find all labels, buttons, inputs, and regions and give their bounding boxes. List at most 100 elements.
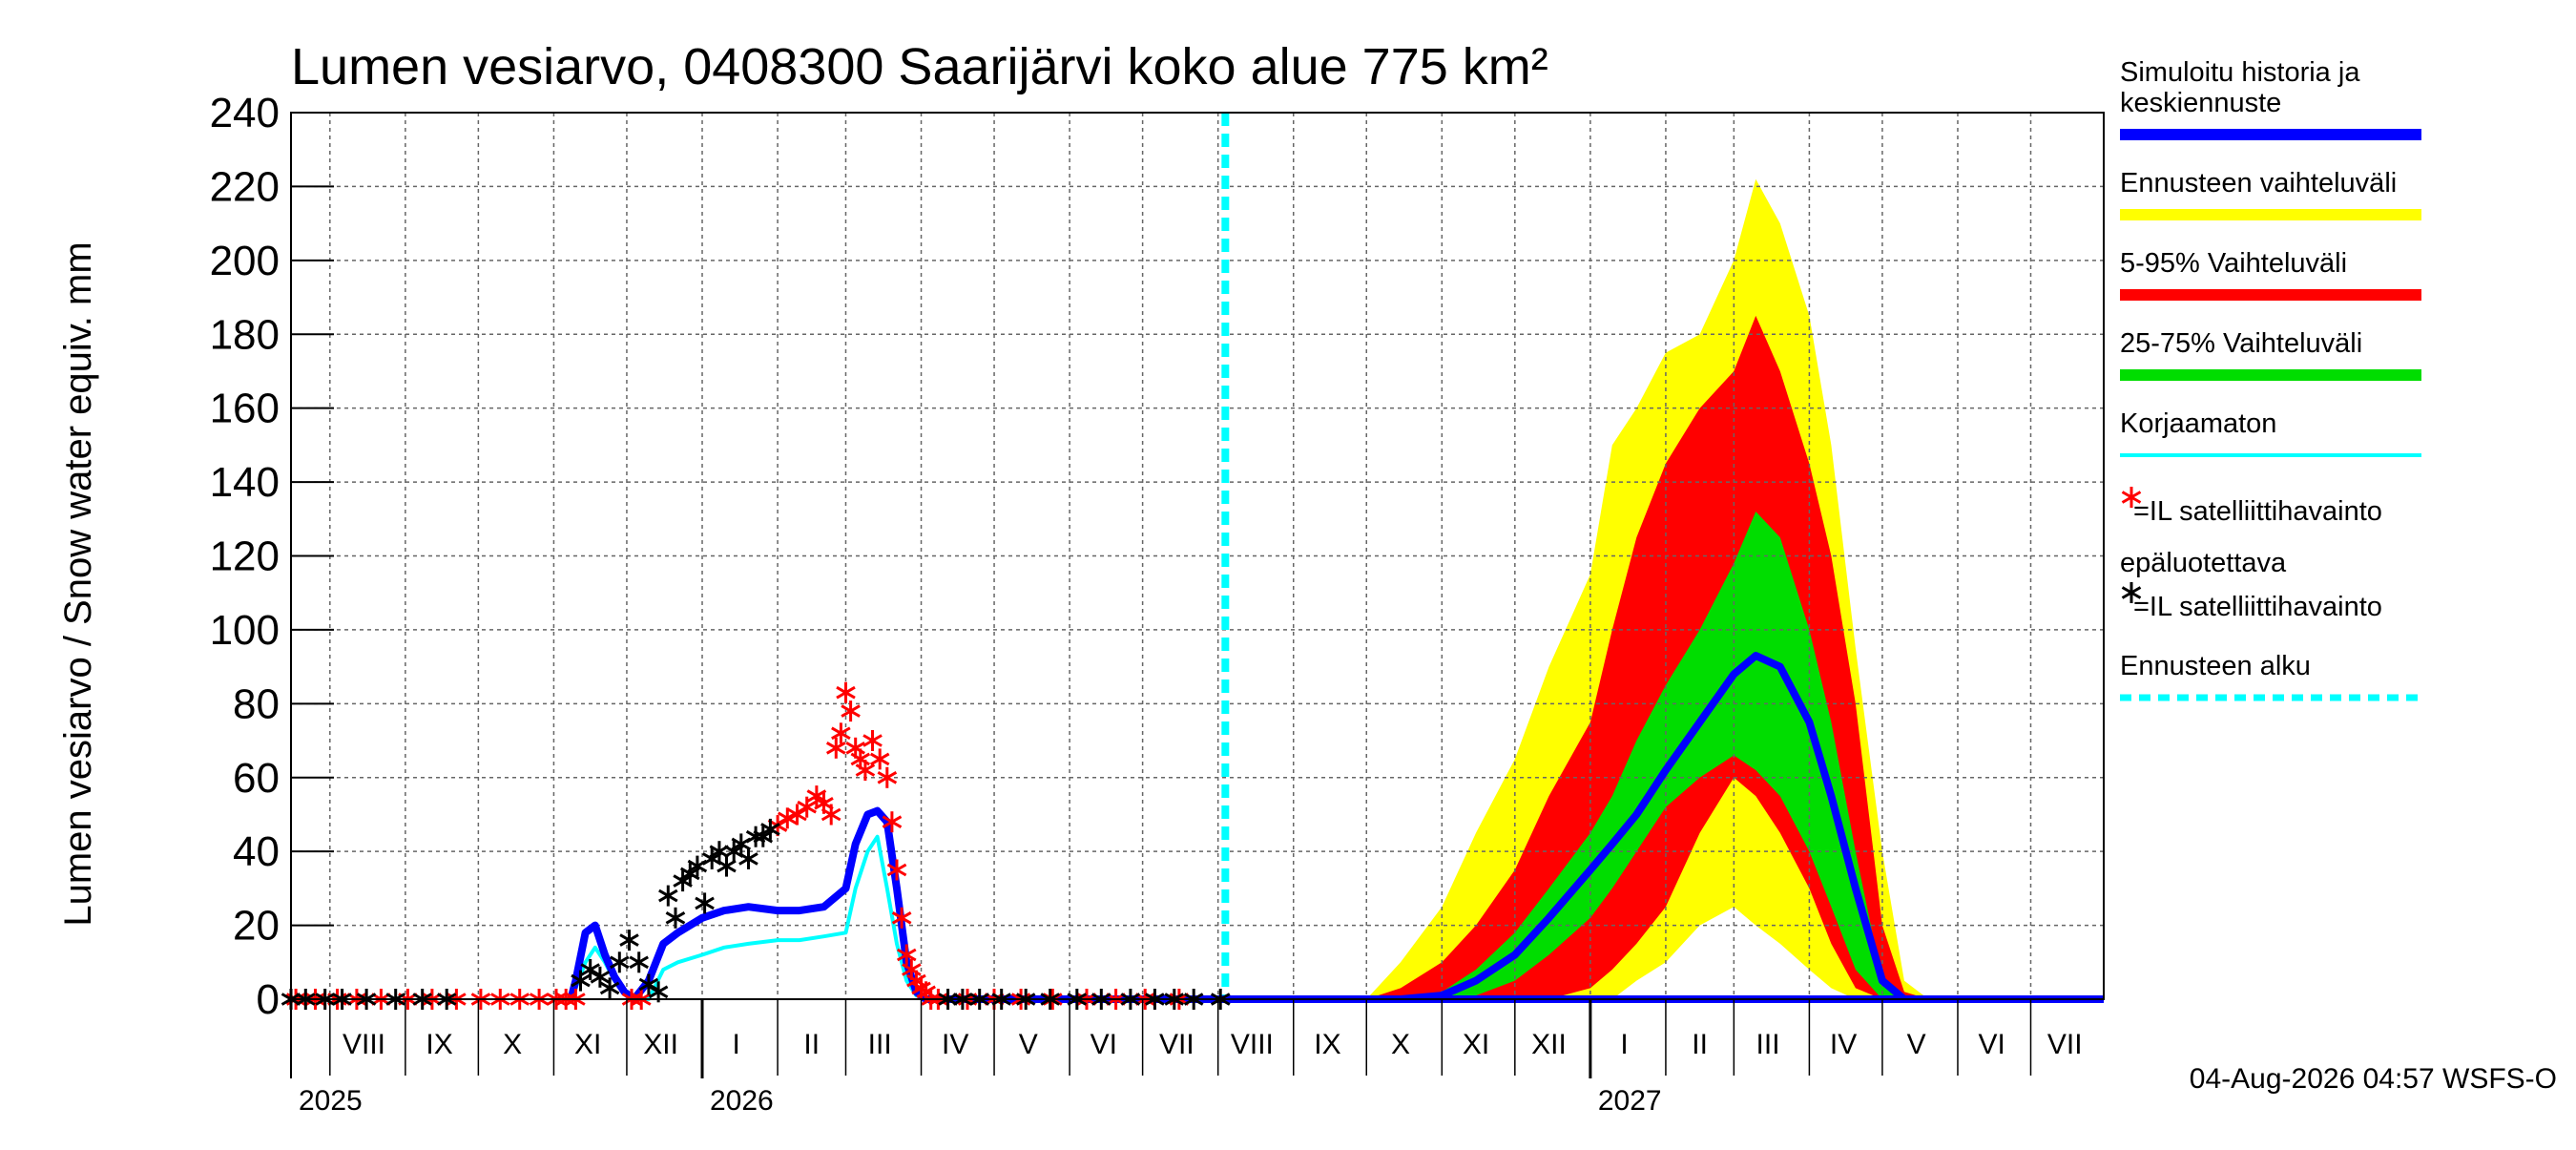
y-tick-label: 60 — [233, 755, 280, 802]
legend-label: Korjaamaton — [2120, 408, 2276, 439]
satellite-marker — [695, 892, 715, 914]
unreliable-satellite-marker — [787, 804, 807, 826]
month-label: I — [1620, 1029, 1628, 1060]
satellite-marker — [638, 973, 659, 995]
legend-label: 5-95% Vaihteluväli — [2120, 248, 2347, 279]
legend-item: 5-95% Vaihteluväli — [2120, 248, 2421, 301]
band-25-75-vaihteluv-li — [1401, 512, 1929, 999]
legend-marker-icon — [2121, 487, 2142, 508]
satellite-marker — [580, 959, 600, 980]
month-label: III — [868, 1029, 892, 1060]
forecast-bands — [1366, 178, 1958, 999]
month-label: VII — [1159, 1029, 1195, 1060]
grid-lines — [291, 112, 2104, 999]
y-tick-label: 140 — [210, 459, 280, 506]
month-label: X — [503, 1029, 522, 1060]
satellite-marker — [658, 885, 678, 907]
legend-label: Ennusteen vaihteluväli — [2120, 168, 2397, 199]
y-tick-label: 120 — [210, 533, 280, 580]
unreliable-satellite-marker — [891, 907, 912, 929]
unreliable-satellite-marker — [877, 766, 898, 788]
y-tick-label: 80 — [233, 680, 280, 727]
month-label: VIII — [343, 1029, 385, 1060]
satellite-marker — [629, 951, 649, 973]
legend-label: 25-75% Vaihteluväli — [2120, 328, 2362, 359]
legend-label-2: epäluotettava — [2120, 548, 2287, 578]
month-label: X — [1391, 1029, 1410, 1060]
legend-item: =IL satelliittihavainto epäluotettava — [2120, 487, 2382, 578]
y-tick-label: 100 — [210, 607, 280, 654]
month-label: IV — [942, 1029, 968, 1060]
year-label: 2025 — [299, 1085, 363, 1117]
satellite-marker — [665, 907, 686, 929]
unreliable-satellite-marker — [831, 722, 851, 744]
month-label: II — [1692, 1029, 1708, 1060]
legend-item: Korjaamaton — [2120, 408, 2421, 457]
satellite-marker — [717, 855, 737, 877]
legend-label-2: keskiennuste — [2120, 88, 2281, 118]
month-label: II — [803, 1029, 820, 1060]
month-label: V — [1907, 1029, 1926, 1060]
unreliable-satellite-marker — [896, 944, 917, 966]
legend-item: Ennusteen alku — [2120, 651, 2421, 701]
month-label: VI — [1979, 1029, 2005, 1060]
y-axis-label: Lumen vesiarvo / Snow water equiv. mm — [57, 241, 99, 926]
satellite-markers — [280, 681, 1231, 1010]
month-label: IV — [1830, 1029, 1857, 1060]
unreliable-satellite-marker — [825, 737, 846, 759]
month-label: V — [1019, 1029, 1038, 1060]
legend-item: 25-75% Vaihteluväli — [2120, 328, 2421, 381]
legend-label: =IL satelliittihavainto — [2133, 592, 2382, 622]
month-label: VII — [2047, 1029, 2083, 1060]
unreliable-satellite-marker — [797, 796, 817, 818]
unreliable-satellite-marker — [821, 804, 841, 826]
y-tick-label: 240 — [210, 90, 280, 136]
unreliable-satellite-marker — [841, 700, 861, 722]
chart-title: Lumen vesiarvo, 0408300 Saarijärvi koko … — [291, 38, 1548, 95]
unreliable-satellite-marker — [869, 748, 890, 770]
legend-item: Ennusteen vaihteluväli — [2120, 168, 2421, 220]
month-label: III — [1756, 1029, 1780, 1060]
unreliable-satellite-marker — [836, 681, 856, 703]
timestamp-label: 04-Aug-2026 04:57 WSFS-O — [2190, 1063, 2557, 1095]
satellite-marker — [590, 966, 611, 988]
legend-marker-icon — [2121, 582, 2142, 603]
month-label: XI — [1463, 1029, 1489, 1060]
year-label: 2026 — [710, 1085, 774, 1117]
unreliable-satellite-marker — [882, 811, 903, 833]
satellite-marker — [760, 818, 780, 840]
legend-label: Ennusteen alku — [2120, 651, 2311, 681]
median-forecast-line — [567, 652, 1929, 1003]
satellite-marker — [610, 951, 630, 973]
month-label: I — [733, 1029, 740, 1060]
unreliable-satellite-marker — [777, 807, 798, 829]
satellite-marker — [619, 930, 639, 951]
unreliable-satellite-marker — [862, 730, 883, 751]
month-label: XII — [643, 1029, 678, 1060]
y-tick-label: 180 — [210, 311, 280, 358]
unreliable-satellite-marker — [855, 760, 876, 781]
y-tick-label: 0 — [257, 976, 280, 1023]
month-label: XI — [574, 1029, 601, 1060]
y-tick-label: 220 — [210, 163, 280, 210]
y-tick-label: 200 — [210, 238, 280, 284]
month-label: VI — [1091, 1029, 1117, 1060]
y-tick-label: 160 — [210, 386, 280, 432]
month-label: IX — [1314, 1029, 1340, 1060]
year-label: 2027 — [1598, 1085, 1662, 1117]
legend-item: =IL satelliittihavainto — [2121, 582, 2382, 622]
unreliable-satellite-marker — [886, 859, 907, 881]
legend-label: Simuloitu historia ja — [2120, 57, 2360, 88]
month-label: VIII — [1231, 1029, 1274, 1060]
month-label: XII — [1531, 1029, 1567, 1060]
satellite-marker — [599, 977, 620, 999]
y-tick-label: 40 — [233, 828, 280, 875]
legend-label: =IL satelliittihavainto — [2133, 496, 2382, 527]
y-tick-label: 20 — [233, 903, 280, 950]
satellite-marker — [738, 847, 758, 869]
month-label: IX — [426, 1029, 452, 1060]
